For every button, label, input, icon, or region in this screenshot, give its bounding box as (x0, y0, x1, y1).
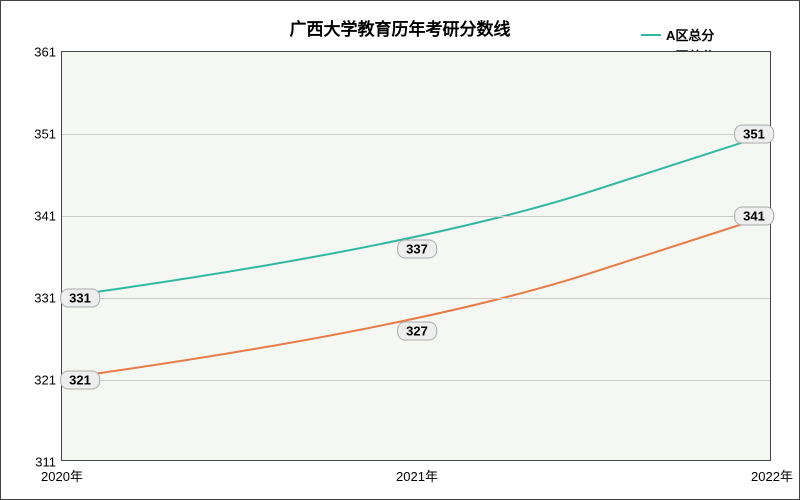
y-axis-tick: 331 (34, 291, 56, 306)
chart-container: 广西大学教育历年考研分数线 A区总分B区总分 31132133134135136… (0, 0, 800, 500)
data-label: 331 (60, 289, 100, 308)
legend-item: A区总分 (641, 25, 714, 44)
x-axis-tick: 2022年 (751, 466, 793, 485)
gridline (62, 298, 770, 299)
data-label: 321 (60, 371, 100, 390)
gridline (62, 134, 770, 135)
legend-label: A区总分 (666, 25, 714, 44)
data-label: 337 (397, 239, 437, 258)
data-label: 327 (397, 321, 437, 340)
data-label: 351 (734, 125, 774, 144)
legend-line-icon (641, 34, 661, 36)
y-axis-tick: 351 (34, 127, 56, 142)
y-axis-tick: 321 (34, 373, 56, 388)
y-axis-tick: 361 (34, 45, 56, 60)
gridline (62, 216, 770, 217)
x-axis-tick: 2021年 (396, 466, 438, 485)
data-label: 341 (734, 207, 774, 226)
plot-area: 3113213313413513612020年2021年2022年3313373… (61, 51, 771, 461)
gridline (62, 380, 770, 381)
y-axis-tick: 341 (34, 209, 56, 224)
x-axis-tick: 2020年 (41, 466, 83, 485)
